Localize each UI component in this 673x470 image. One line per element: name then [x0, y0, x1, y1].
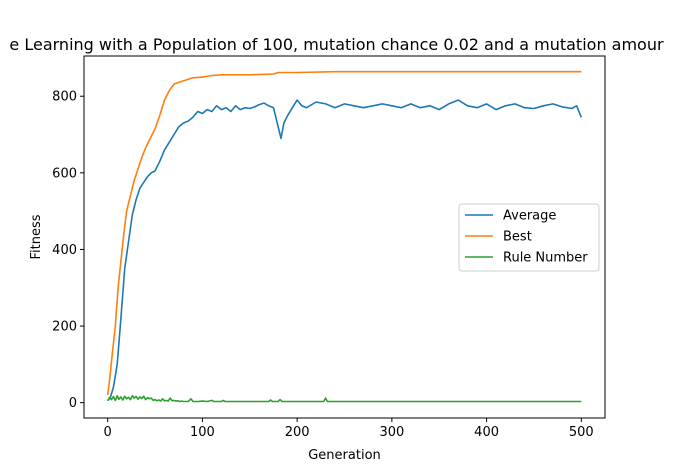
- x-tick-label: 300: [379, 425, 404, 440]
- axes-frame: [83, 55, 606, 419]
- y-axis-label: Fitness: [29, 214, 44, 259]
- y-tick-label: 200: [52, 320, 77, 335]
- series-line-average: [107, 99, 583, 402]
- plot-area: [106, 70, 583, 403]
- y-tick-label: 400: [52, 243, 77, 258]
- series-line-best: [106, 70, 582, 396]
- y-tick-label: 0: [69, 396, 77, 411]
- series-line-rule-number: [106, 395, 582, 403]
- chart-title: e Learning with a Population of 100, mut…: [9, 35, 664, 54]
- legend-label: Rule Number: [503, 251, 588, 266]
- x-tick-label: 100: [190, 425, 215, 440]
- legend-label: Best: [503, 230, 532, 245]
- x-tick-label: 500: [569, 425, 594, 440]
- legend-label: Average: [503, 209, 556, 224]
- axis-ticks: 0 100 200 300 400 500 0 200 400 600 800: [52, 90, 594, 440]
- y-tick-label: 600: [52, 166, 77, 181]
- x-tick-label: 400: [474, 425, 499, 440]
- x-axis-label: Generation: [308, 448, 381, 463]
- legend: Average Best Rule Number: [458, 203, 600, 272]
- y-tick-label: 800: [52, 90, 77, 105]
- x-tick-label: 200: [285, 425, 310, 440]
- legend-box: [458, 203, 600, 272]
- x-tick-label: 0: [104, 425, 112, 440]
